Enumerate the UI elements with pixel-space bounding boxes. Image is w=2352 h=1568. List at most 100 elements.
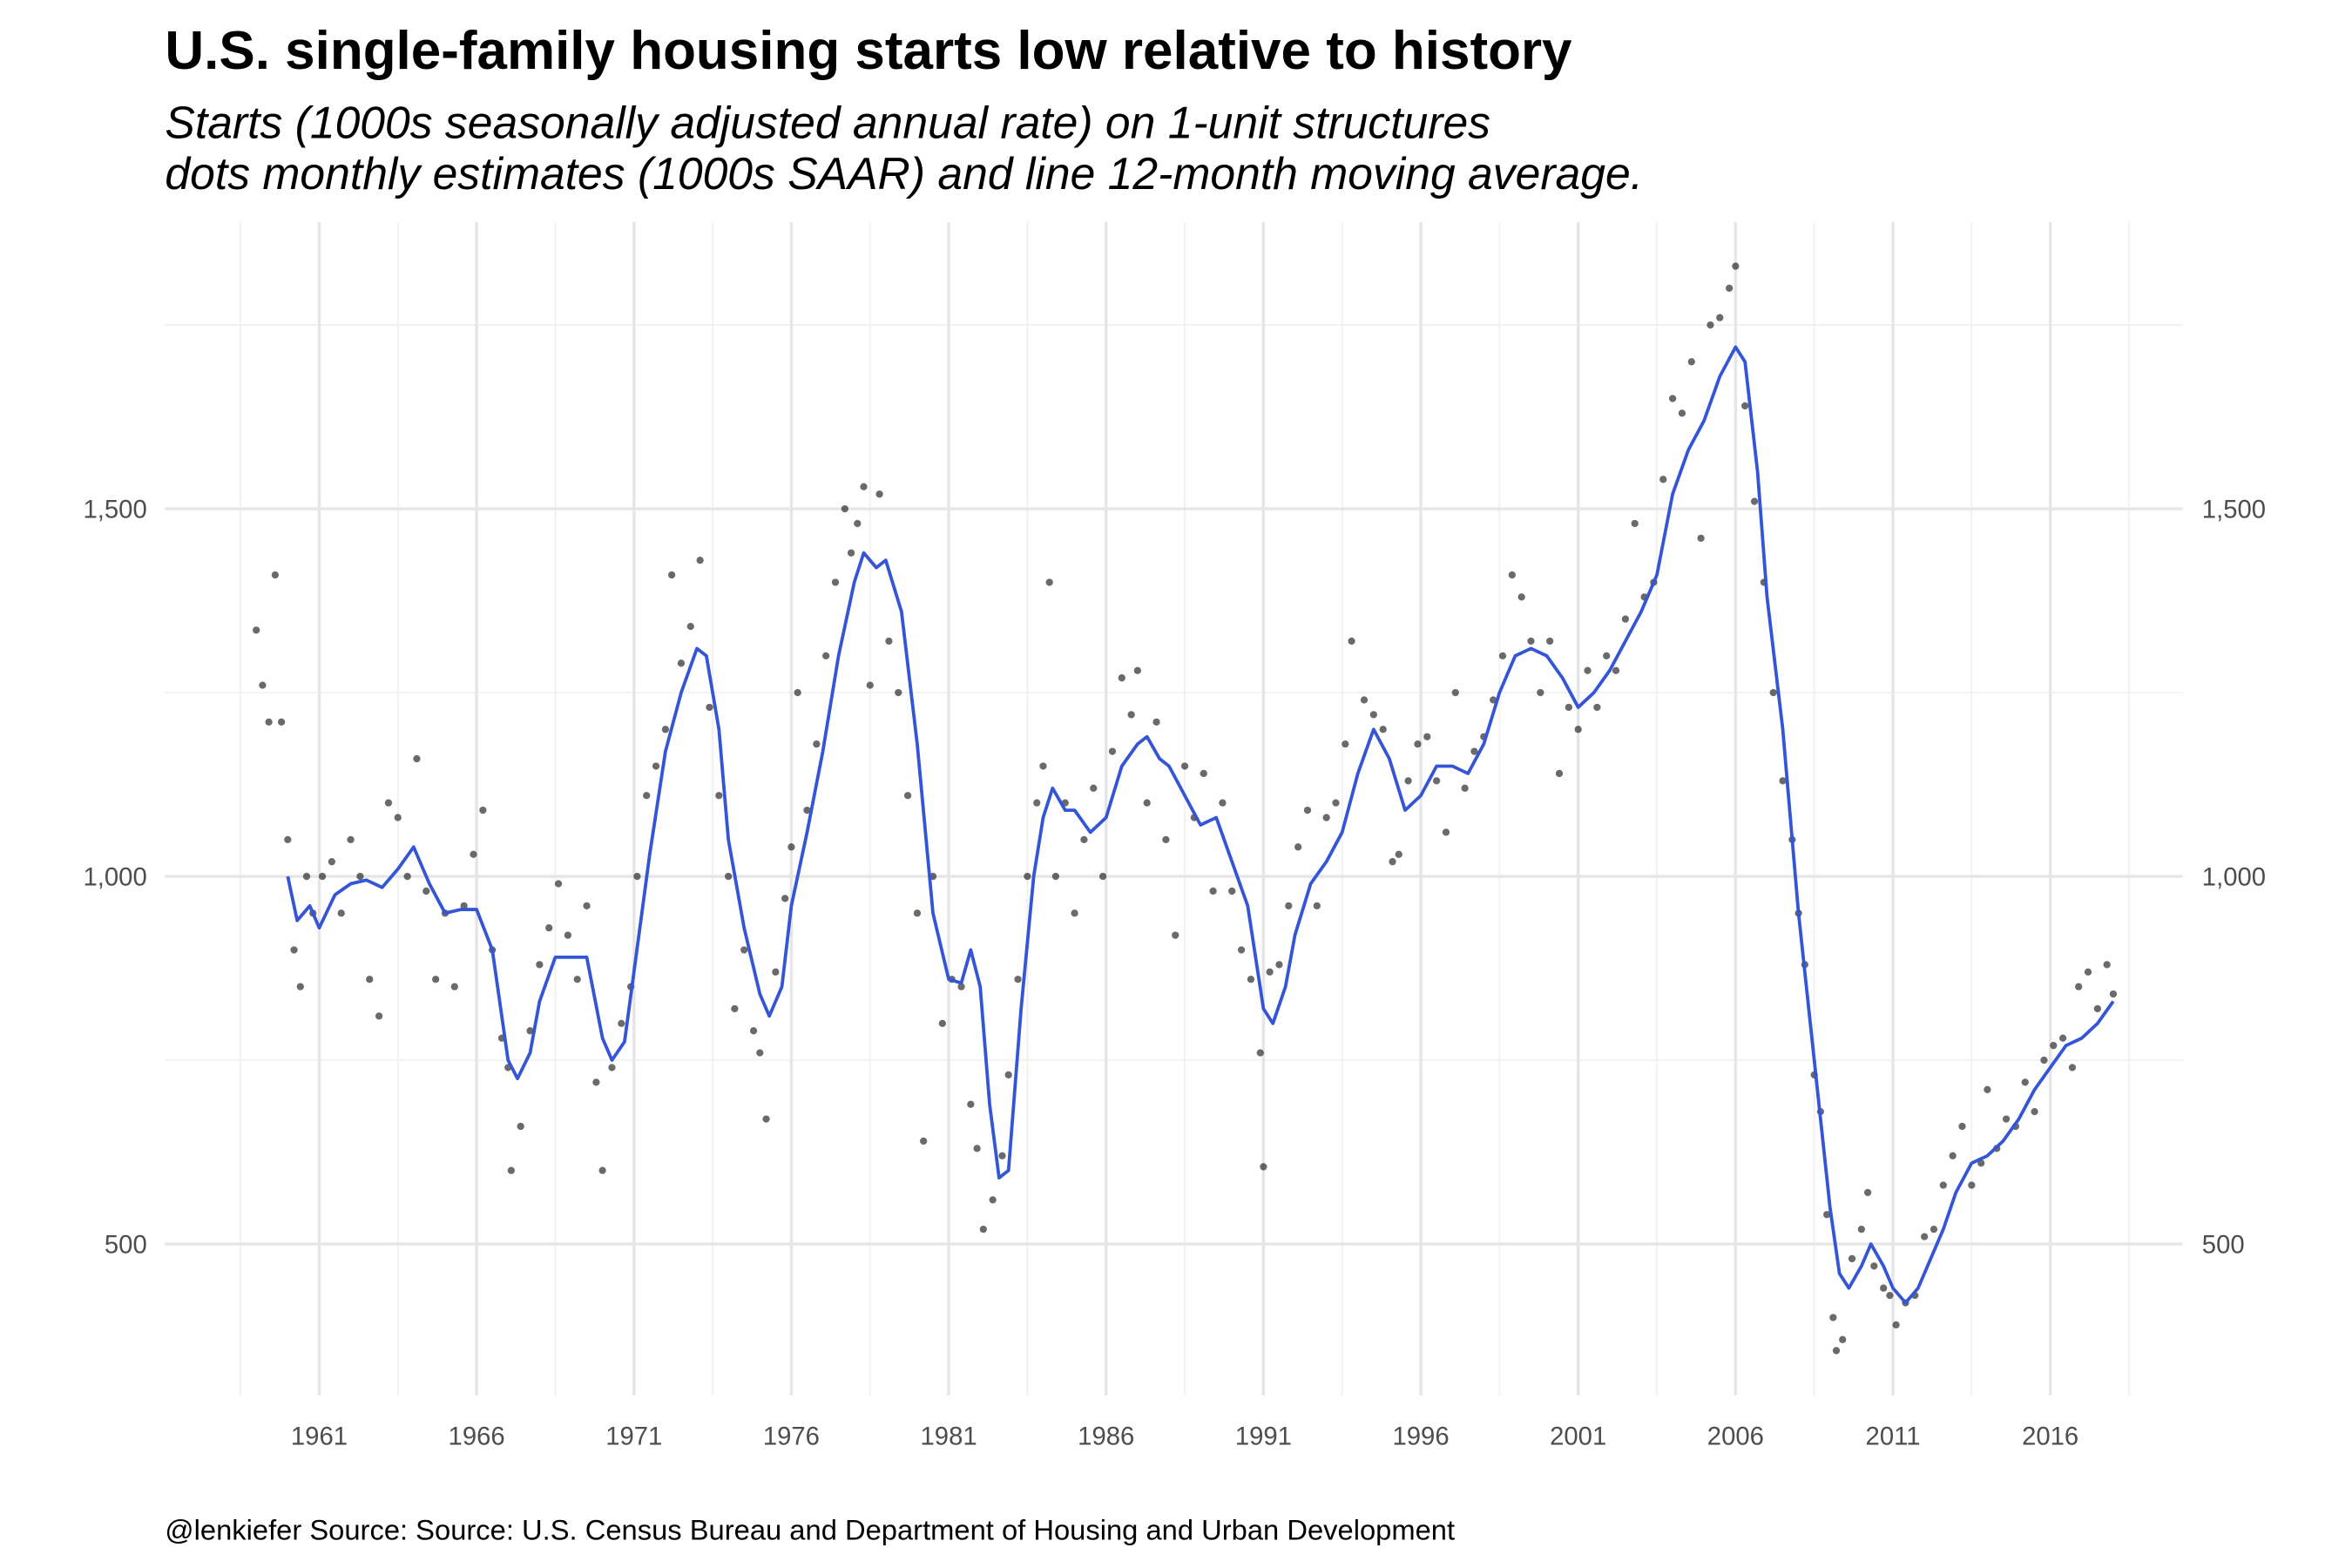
data-point	[667, 571, 676, 579]
data-point	[1892, 1321, 1900, 1329]
x-tick-label: 2016	[2022, 1423, 2078, 1451]
data-point	[1527, 637, 1535, 645]
data-point	[2021, 1078, 2029, 1086]
data-point	[652, 762, 660, 770]
data-point	[384, 799, 393, 807]
x-tick-label: 2011	[1866, 1423, 1921, 1451]
data-point	[1266, 968, 1274, 976]
data-point	[1461, 784, 1469, 792]
data-point	[1033, 799, 1041, 807]
data-point	[2075, 983, 2083, 990]
data-point	[1870, 1262, 1878, 1270]
data-point	[1678, 409, 1686, 417]
data-point	[545, 924, 553, 932]
data-point	[375, 1012, 383, 1020]
x-tick-label: 1966	[449, 1423, 505, 1451]
data-point	[422, 887, 430, 896]
data-point	[2058, 1034, 2067, 1042]
data-point	[1621, 615, 1630, 623]
data-point	[1517, 593, 1525, 601]
data-point	[772, 968, 780, 976]
data-point	[1237, 946, 1246, 954]
data-point	[277, 718, 286, 726]
data-point	[618, 1019, 625, 1027]
data-point	[967, 1100, 975, 1108]
data-point	[1369, 711, 1377, 719]
data-point	[2068, 1064, 2077, 1071]
data-point	[356, 872, 364, 881]
data-point	[822, 652, 830, 660]
data-point	[1108, 747, 1117, 755]
data-point	[328, 858, 336, 866]
marks	[253, 262, 2118, 1355]
data-point	[1228, 887, 1236, 896]
data-point	[938, 1019, 946, 1027]
data-point	[347, 835, 355, 844]
data-point	[1260, 1163, 1267, 1171]
data-point	[866, 681, 874, 689]
data-point	[831, 578, 840, 586]
data-point	[2040, 1056, 2048, 1064]
data-point	[1247, 976, 1255, 983]
data-point	[1127, 711, 1135, 719]
grid	[165, 221, 2183, 1396]
data-point	[302, 872, 311, 881]
data-point	[259, 681, 267, 689]
data-point	[526, 1027, 534, 1035]
data-point	[554, 880, 563, 888]
data-point	[1432, 777, 1441, 785]
data-point	[1180, 762, 1189, 770]
data-point	[366, 976, 374, 983]
data-point	[1051, 872, 1060, 881]
data-point	[794, 688, 801, 697]
data-point	[1863, 1188, 1872, 1197]
data-point	[1659, 476, 1667, 483]
data-point	[2093, 1004, 2101, 1013]
chart-subtitle: dots monthly estimates (1000s SAAR) and …	[165, 148, 1643, 199]
data-point	[677, 659, 686, 667]
data-point	[920, 1137, 928, 1146]
y2-tick-label: 500	[2202, 1231, 2245, 1259]
data-point	[1732, 262, 1740, 270]
data-point	[1741, 402, 1749, 410]
x-tick-label: 1961	[291, 1423, 348, 1451]
data-point	[847, 549, 855, 557]
data-point	[860, 483, 868, 490]
x-tick-label: 1971	[605, 1423, 662, 1451]
y-tick-label: 500	[105, 1231, 147, 1259]
data-point	[749, 1027, 758, 1035]
data-point	[1360, 696, 1369, 704]
data-point	[1886, 1291, 1894, 1300]
data-point	[1442, 828, 1450, 836]
data-point	[903, 792, 912, 800]
data-point	[1668, 395, 1677, 402]
data-point	[787, 843, 795, 851]
data-point	[1939, 1181, 1947, 1189]
data-point	[1133, 666, 1141, 674]
data-point	[1348, 637, 1355, 645]
x-tick-label: 1986	[1078, 1423, 1134, 1451]
data-point	[253, 626, 260, 634]
data-point	[1209, 887, 1217, 896]
data-point	[517, 1122, 524, 1131]
data-point	[979, 1226, 987, 1233]
data-point	[479, 806, 487, 814]
chart-subtitle: Starts (1000s seasonally adjusted annual…	[165, 97, 1490, 147]
data-point	[1707, 321, 1714, 329]
data-point	[318, 872, 327, 881]
data-point	[2031, 1108, 2038, 1116]
data-point	[1574, 726, 1582, 733]
data-point	[2084, 968, 2092, 976]
data-point	[1631, 519, 1639, 528]
data-point	[696, 557, 704, 564]
data-point	[661, 726, 670, 733]
data-point	[1823, 1211, 1831, 1219]
data-point	[1118, 674, 1125, 682]
x-tick-label: 1996	[1392, 1423, 1449, 1451]
data-point	[271, 571, 280, 579]
x-tick-label: 2006	[1707, 1423, 1764, 1451]
data-point	[1857, 1226, 1866, 1233]
data-point	[1080, 835, 1088, 844]
data-point	[1071, 909, 1078, 917]
